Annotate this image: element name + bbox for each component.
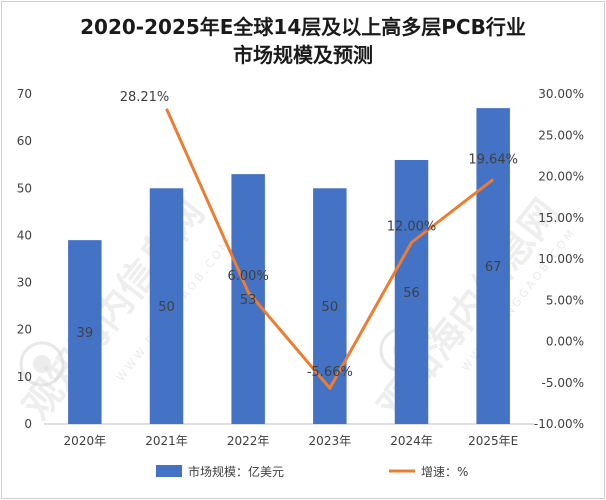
left-tick-label: 20 xyxy=(17,323,32,337)
watermark-logo xyxy=(19,341,65,387)
category-label: 2022年 xyxy=(227,434,270,448)
watermark-logo xyxy=(33,355,51,373)
right-tick-label: 0.00% xyxy=(546,335,584,349)
bar-value-label: 50 xyxy=(158,300,175,315)
right-tick-label: 15.00% xyxy=(538,211,584,225)
left-tick-label: 60 xyxy=(17,134,32,148)
bar-value-label: 50 xyxy=(322,300,339,315)
bar xyxy=(394,160,429,424)
legend-label-bar: 市场规模：亿美元 xyxy=(188,464,284,479)
legend: 市场规模：亿美元 增速：% xyxy=(156,464,468,479)
right-tick-label: 10.00% xyxy=(538,252,584,266)
category-axis: 2020年 2021年 2022年 2023年 2024年 2025年E xyxy=(64,434,519,448)
left-tick-label: 40 xyxy=(17,228,32,242)
bar xyxy=(149,188,184,424)
bar xyxy=(231,174,265,424)
bar xyxy=(313,188,347,424)
left-tick-label: 50 xyxy=(17,181,32,195)
left-tick-label: 30 xyxy=(17,276,32,290)
category-label: 2025年E xyxy=(468,434,518,448)
bar xyxy=(476,108,510,425)
right-tick-label: 25.00% xyxy=(538,128,584,142)
line-value-label: 19.64% xyxy=(468,152,518,167)
chart-title-line-1: 2020-2025年E全球14层及以上高多层PCB行业 xyxy=(80,15,526,39)
right-axis: -10.00% -5.00% 0.00% 5.00% 10.00% 15.00% 20.00… xyxy=(534,87,584,431)
bar-value-label: 67 xyxy=(485,260,502,275)
left-tick-label: 0 xyxy=(24,417,32,431)
growth-line xyxy=(165,108,495,390)
line-series xyxy=(165,108,495,390)
right-tick-label: 30.00% xyxy=(538,87,584,101)
legend-swatch-bar xyxy=(156,465,182,477)
right-tick-label: 20.00% xyxy=(538,170,584,184)
line-value-label: 6.00% xyxy=(228,269,269,284)
bar-value-label: 39 xyxy=(77,326,94,341)
line-value-label: 12.00% xyxy=(387,220,437,235)
left-axis: 0 10 20 30 40 50 60 70 xyxy=(17,87,32,431)
chart-title-line-2: 市场规模及预测 xyxy=(233,43,373,67)
left-tick-label: 10 xyxy=(17,370,32,384)
bar-value-label: 53 xyxy=(240,293,257,308)
bar-value-label: 56 xyxy=(403,286,420,301)
bar-series xyxy=(68,108,510,425)
right-tick-label: 5.00% xyxy=(546,293,584,307)
right-tick-label: -10.00% xyxy=(534,417,584,431)
category-label: 2020年 xyxy=(64,434,107,448)
category-label: 2023年 xyxy=(309,434,352,448)
category-label: 2024年 xyxy=(390,434,433,448)
left-tick-label: 70 xyxy=(17,87,32,101)
bar xyxy=(68,240,102,424)
category-label: 2021年 xyxy=(145,434,188,448)
line-data-labels: 28.21% 6.00% -5.66% 12.00% 19.64% xyxy=(120,90,518,380)
legend-label-line: 增速：% xyxy=(421,465,468,479)
line-value-label: 28.21% xyxy=(120,90,170,105)
line-value-label: -5.66% xyxy=(307,365,353,380)
bar-data-labels: 39 50 53 50 56 67 xyxy=(77,260,502,341)
right-tick-label: -5.00% xyxy=(542,376,584,390)
